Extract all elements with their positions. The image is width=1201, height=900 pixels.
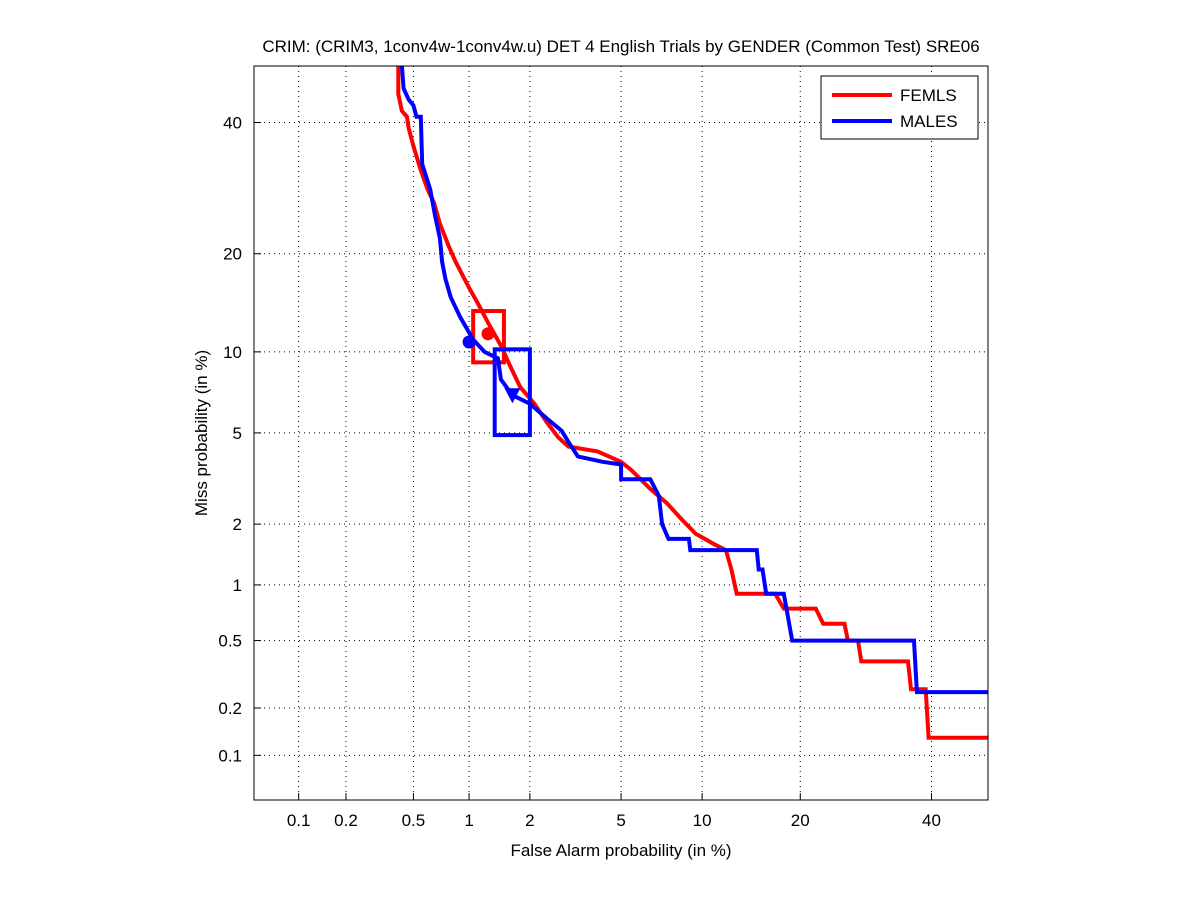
ticks: 0.1 0.2 0.5 1 2 5 10 20 40 0.1 0.2 0.5 1 2 5 10 20 40 [218, 114, 941, 830]
x-tick-label: 0.5 [402, 811, 426, 830]
legend-label-males: MALES [900, 112, 958, 131]
legend-box [820, 75, 979, 140]
y-tick-label: 1 [233, 576, 242, 595]
y-tick-label: 0.5 [218, 632, 242, 651]
y-tick-label: 40 [223, 114, 242, 133]
x-tick-label: 0.2 [334, 811, 358, 830]
chart-title: CRIM: (CRIM3, 1conv4w-1conv4w.u) DET 4 E… [262, 37, 979, 56]
series-layer [396, 65, 988, 740]
series-line-males [399, 65, 988, 695]
x-tick-label: 40 [922, 811, 941, 830]
y-axis-label: Miss probability (in %) [192, 350, 211, 516]
y-tick-label: 0.1 [218, 746, 242, 765]
x-axis-label: False Alarm probability (in %) [510, 841, 731, 860]
min-dcf-marker-males [462, 335, 476, 349]
x-tick-label: 20 [791, 811, 810, 830]
actual-dcf-marker-males [504, 388, 521, 404]
x-tick-label: 0.1 [287, 811, 311, 830]
x-tick-label: 2 [525, 811, 534, 830]
y-tick-label: 20 [223, 245, 242, 264]
confidence-box-males [492, 347, 532, 438]
x-tick-label: 1 [464, 811, 473, 830]
y-tick-label: 0.2 [218, 699, 242, 718]
min-dcf-marker-femls [481, 327, 495, 341]
y-tick-label: 5 [233, 424, 242, 443]
y-tick-label: 2 [233, 515, 242, 534]
y-tick-label: 10 [223, 343, 242, 362]
x-tick-label: 5 [616, 811, 625, 830]
x-tick-label: 10 [693, 811, 712, 830]
legend: FEMLS MALES [820, 75, 979, 140]
legend-label-femls: FEMLS [900, 86, 957, 105]
